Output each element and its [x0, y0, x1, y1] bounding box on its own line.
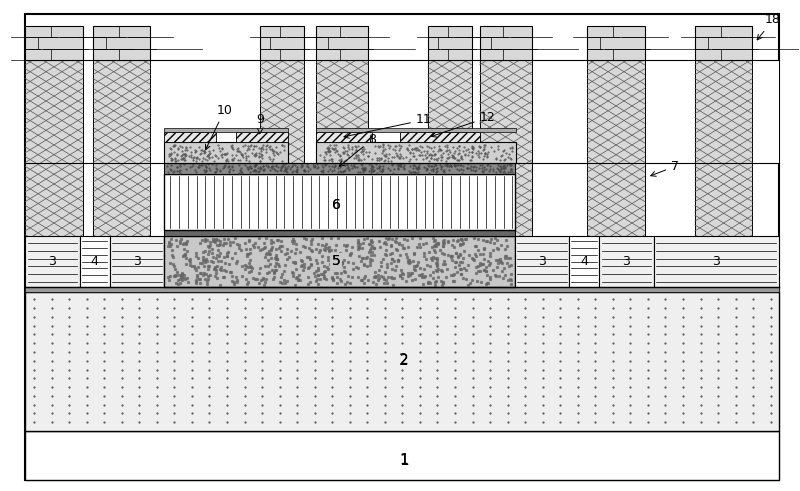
Bar — [164, 128, 287, 132]
Text: 2: 2 — [400, 353, 408, 367]
Bar — [261, 60, 304, 292]
Text: 6: 6 — [332, 197, 341, 212]
Bar — [569, 236, 599, 287]
Bar — [654, 236, 778, 287]
Bar — [316, 60, 368, 292]
Bar — [480, 26, 531, 60]
Bar — [164, 236, 515, 287]
Bar — [316, 132, 372, 142]
Bar — [695, 26, 752, 60]
Text: 5: 5 — [332, 254, 341, 269]
Bar — [599, 236, 654, 287]
Bar — [26, 236, 79, 287]
Bar — [164, 230, 515, 236]
Bar — [26, 292, 778, 431]
Bar — [400, 132, 480, 142]
Text: 3: 3 — [538, 255, 546, 268]
Bar — [26, 26, 82, 60]
Bar — [79, 236, 110, 287]
Bar — [480, 60, 531, 292]
Text: 10: 10 — [206, 104, 233, 150]
Bar — [695, 60, 752, 292]
Bar — [515, 236, 569, 287]
Bar — [164, 163, 515, 174]
Bar — [93, 60, 150, 292]
Bar — [316, 26, 368, 60]
Bar — [164, 174, 515, 230]
Text: 11: 11 — [344, 113, 432, 138]
Text: 12: 12 — [431, 111, 495, 137]
Text: 3: 3 — [712, 255, 720, 268]
Bar — [26, 60, 82, 292]
Text: 3: 3 — [49, 255, 56, 268]
Bar — [236, 132, 287, 142]
Bar — [428, 26, 472, 60]
Text: 9: 9 — [257, 113, 264, 134]
Bar — [26, 431, 778, 480]
Text: 3: 3 — [622, 255, 630, 268]
Text: 6: 6 — [332, 197, 341, 212]
Bar — [587, 60, 645, 292]
Text: 1: 1 — [399, 453, 409, 468]
Bar — [428, 60, 472, 292]
Bar — [110, 236, 164, 287]
Text: 8: 8 — [339, 133, 376, 166]
Bar — [26, 285, 778, 292]
Text: 1: 1 — [399, 453, 409, 467]
Text: 3: 3 — [133, 255, 141, 268]
Bar — [261, 26, 304, 60]
Bar — [164, 132, 216, 142]
Bar — [26, 60, 778, 163]
Bar — [587, 26, 645, 60]
Text: 5: 5 — [332, 254, 341, 269]
Text: 4: 4 — [90, 255, 98, 268]
Bar — [316, 128, 515, 132]
Bar — [93, 26, 150, 60]
Bar — [26, 287, 778, 292]
Bar — [316, 142, 515, 163]
Text: 4: 4 — [580, 255, 588, 268]
Text: 2: 2 — [399, 353, 409, 368]
Text: 18: 18 — [757, 13, 781, 40]
Text: 7: 7 — [650, 160, 679, 176]
Bar — [164, 142, 287, 163]
